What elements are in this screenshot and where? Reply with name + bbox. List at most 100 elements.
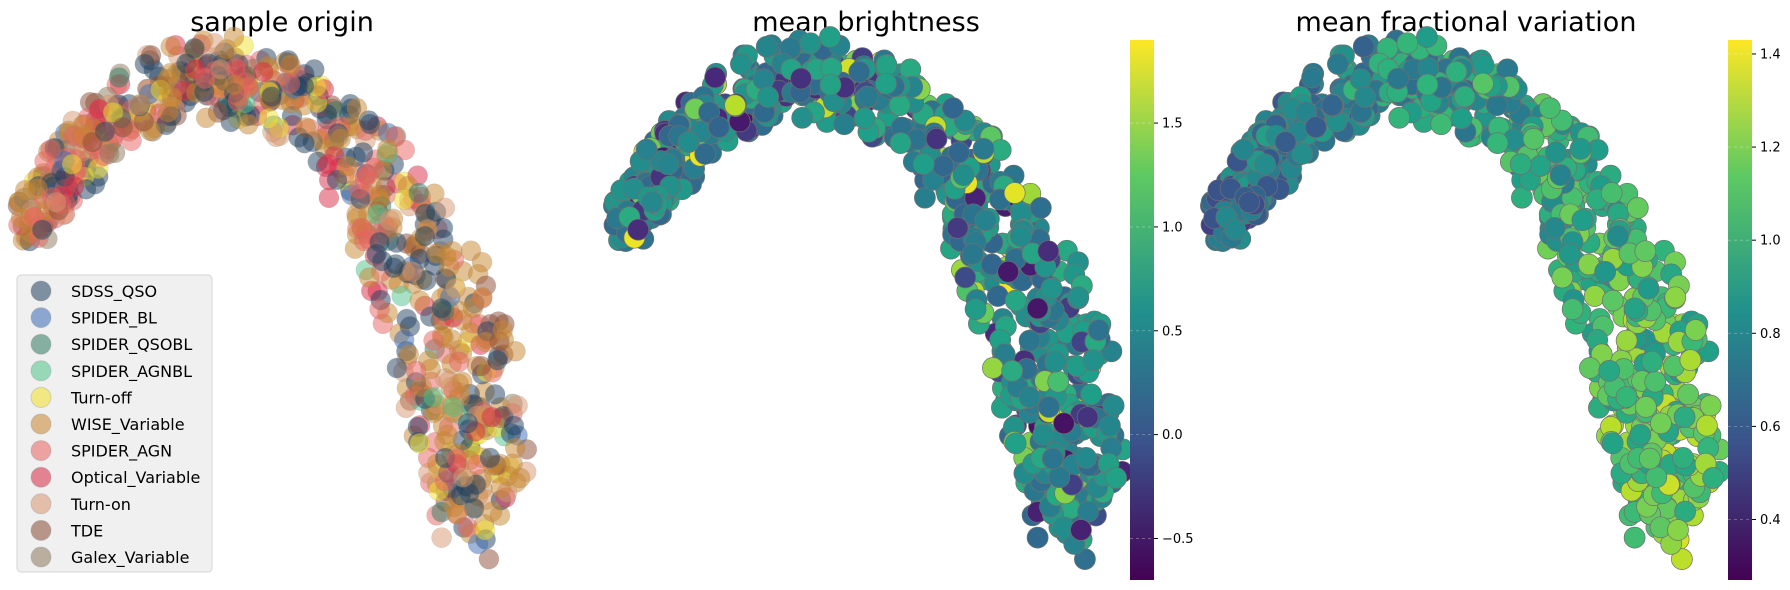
point-mean-brightness (790, 67, 812, 90)
point-mean-fractional-variation (1664, 286, 1687, 309)
point-mean-brightness (1018, 329, 1041, 352)
legend-label: SDSS_QSO (71, 282, 157, 302)
point-spider-agnbl (442, 396, 464, 418)
point-mean-brightness (1077, 500, 1099, 523)
point-turn-off (258, 108, 279, 129)
point-wise-variable (358, 267, 380, 288)
point-mean-fractional-variation (1387, 67, 1409, 90)
point-spider-agn (405, 360, 427, 382)
point-mean-brightness (1004, 432, 1027, 455)
point-optical-variable (481, 406, 502, 428)
point-mean-fractional-variation (1638, 447, 1661, 470)
legend-marker (30, 413, 52, 435)
colorbar-tick-label: −0.5 (1162, 532, 1194, 547)
colorbar-mean-brightness: −0.5 0.0 0.5 1.0 1.5 (1130, 40, 1194, 580)
point-mean-brightness (964, 298, 987, 321)
legend-marker (30, 307, 52, 329)
point-spider-agn (351, 217, 372, 239)
legend-marker (30, 386, 52, 408)
point-mean-fractional-variation (1305, 116, 1327, 139)
point-mean-brightness (1075, 447, 1097, 469)
point-spider-agn (446, 448, 468, 469)
legend-marker (30, 333, 52, 355)
point-wise-variable (293, 94, 315, 116)
point-mean-brightness (1105, 467, 1127, 489)
point-mean-brightness (961, 243, 984, 265)
point-spider-agn (448, 351, 470, 373)
point-mean-brightness (1074, 548, 1096, 570)
point-tde (82, 131, 103, 153)
panel-mean-brightness: mean brightness −0.5 0.0 0.5 1.0 1.5 (603, 7, 1194, 580)
legend-label: SPIDER_BL (71, 309, 157, 329)
point-mean-fractional-variation (1522, 128, 1545, 150)
colorbar-tick-label: 1.5 (1162, 117, 1183, 132)
point-turn-on (445, 278, 466, 299)
point-mean-brightness (1082, 349, 1105, 372)
point-mean-brightness (1076, 406, 1099, 428)
point-tde (112, 116, 134, 138)
point-spider-agn (40, 139, 61, 160)
point-mean-brightness (946, 217, 969, 239)
point-mean-fractional-variation (1673, 406, 1696, 428)
point-mean-fractional-variation (1539, 97, 1561, 119)
point-wise-variable (237, 113, 259, 135)
point-mean-fractional-variation (1634, 240, 1657, 263)
point-mean-fractional-variation (1699, 394, 1722, 417)
point-wise-variable (224, 74, 245, 95)
point-mean-fractional-variation (1702, 467, 1724, 489)
point-mean-brightness (819, 26, 841, 48)
point-mean-fractional-variation (1485, 94, 1508, 117)
point-mean-fractional-variation (1543, 217, 1566, 239)
point-mean-brightness (1026, 297, 1049, 320)
point-spider-agnbl (423, 386, 444, 408)
colorbar-tick-label: 1.2 (1760, 141, 1781, 156)
point-mean-fractional-variation (1684, 319, 1707, 341)
point-sdss-qso (386, 357, 408, 379)
point-mean-fractional-variation (1615, 386, 1638, 408)
point-spider-agn (369, 298, 390, 320)
point-mean-brightness (799, 32, 822, 55)
point-mean-brightness (889, 132, 912, 154)
point-wise-variable (160, 36, 181, 58)
point-mean-fractional-variation (1352, 35, 1375, 58)
point-mean-fractional-variation (1430, 113, 1453, 136)
point-mean-fractional-variation (1274, 131, 1297, 153)
point-mean-brightness (875, 72, 897, 95)
point-mean-brightness (1037, 240, 1060, 263)
point-mean-fractional-variation (1667, 519, 1689, 541)
point-mean-fractional-variation (1671, 548, 1693, 570)
point-turn-off (61, 154, 83, 175)
point-mean-brightness (986, 285, 1009, 307)
point-wise-variable (330, 128, 351, 150)
point-wise-variable (336, 155, 358, 177)
point-spider-agn (279, 73, 301, 94)
point-mean-brightness (694, 142, 717, 165)
point-optical-variable (252, 61, 274, 83)
legend: SDSS_QSO SPIDER_BL SPIDER_QSOBL SPIDER_AGNB… (16, 274, 213, 573)
point-wise-variable (436, 424, 458, 446)
point-mean-fractional-variation (1679, 349, 1702, 372)
point-mean-fractional-variation (1509, 153, 1532, 175)
panel-title-sample-origin: sample origin (190, 7, 374, 38)
point-wise-variable (481, 501, 503, 522)
point-mean-brightness (1102, 394, 1125, 417)
point-mean-brightness (1048, 466, 1071, 489)
point-mean-brightness (819, 73, 842, 96)
point-turn-on (434, 197, 456, 219)
point-wise-variable (441, 240, 463, 262)
colorbar-ramp (1130, 40, 1154, 580)
point-mean-fractional-variation (1549, 164, 1572, 186)
point-sdss-qso (479, 447, 501, 469)
point-mean-fractional-variation (1453, 85, 1476, 108)
point-mean-brightness (677, 131, 700, 153)
point-turn-on (379, 209, 400, 231)
point-mean-brightness (1070, 519, 1092, 541)
point-mean-fractional-variation (1486, 132, 1509, 154)
panel-title-mean-fractional-variation: mean fractional variation (1296, 7, 1637, 38)
legend-label: SPIDER_AGNBL (71, 362, 192, 382)
point-mean-fractional-variation (1354, 86, 1376, 108)
colorbar-tick-label: 0.5 (1162, 324, 1183, 339)
point-mean-brightness (791, 106, 814, 129)
point-mean-brightness (1044, 350, 1066, 373)
scatter-mean-fractional-variation (1200, 26, 1731, 570)
